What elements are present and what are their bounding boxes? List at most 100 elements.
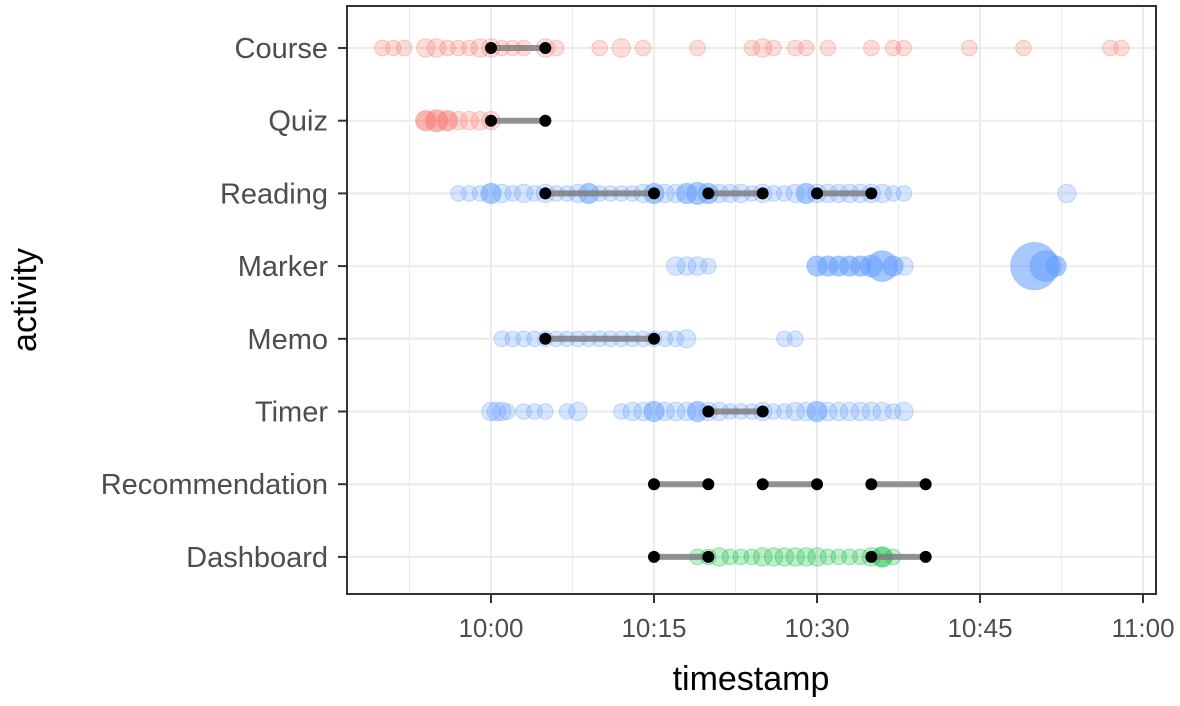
segment-end-dashboard-10	[702, 550, 715, 563]
point-timer-1	[486, 401, 507, 422]
segment-end-recommendation-8	[811, 478, 824, 491]
point-reading-5	[504, 185, 522, 202]
point-reading-1	[460, 185, 478, 202]
point-reading-41	[895, 185, 913, 202]
segment-end-recommendation-7	[702, 478, 715, 491]
point-course-31	[1112, 39, 1130, 57]
y-tick-label-dashboard: Dashboard	[186, 542, 328, 574]
y-axis-title: activity	[6, 248, 44, 352]
point-dashboard-14	[841, 548, 858, 566]
point-timer-2	[492, 401, 512, 422]
point-course-26	[884, 39, 902, 57]
point-timer-3	[499, 403, 516, 420]
point-timer-34	[884, 403, 902, 420]
point-memo-18	[776, 330, 793, 348]
segment-end-dashboard-11	[919, 550, 932, 563]
point-course-20	[752, 38, 773, 58]
point-course-1	[384, 39, 402, 57]
point-course-28	[960, 39, 978, 57]
y-tick-label-memo: Memo	[247, 324, 328, 356]
plot-panel-border	[346, 5, 1157, 595]
point-dashboard-12	[819, 548, 837, 566]
point-memo-17	[676, 329, 697, 349]
session-segments	[485, 42, 932, 563]
point-reading-4	[492, 183, 512, 204]
point-course-16	[611, 38, 632, 58]
segment-start-timer-6	[702, 405, 715, 418]
point-timer-31	[850, 401, 871, 422]
plot-panel	[347, 6, 1156, 594]
segment-start-dashboard-10	[648, 550, 661, 563]
point-timer-5	[526, 403, 543, 420]
point-timer-28	[818, 401, 838, 422]
point-dashboard-5	[743, 548, 761, 566]
segment-start-memo-5	[539, 332, 552, 345]
point-marker-3	[700, 257, 717, 275]
point-course-3	[416, 38, 436, 58]
segment-end-timer-6	[756, 405, 769, 418]
point-memo-2	[515, 330, 532, 348]
point-reading-40	[884, 185, 902, 202]
point-marker-11	[882, 255, 904, 277]
y-tick-label-timer: Timer	[255, 397, 328, 429]
segment-end-quiz-1	[539, 114, 552, 127]
y-tick-label-marker: Marker	[238, 251, 329, 283]
point-dashboard-13	[830, 548, 848, 566]
point-course-23	[797, 39, 815, 57]
point-course-21	[765, 39, 782, 57]
segment-end-memo-5	[648, 332, 661, 345]
point-memo-1	[504, 330, 522, 348]
point-course-6	[450, 39, 467, 57]
y-tick-label-quiz: Quiz	[268, 106, 328, 138]
point-timer-27	[806, 400, 828, 423]
x-axis: 10:00 10:15 10:30 10:45 11:00	[458, 594, 1175, 643]
point-reading-6	[513, 183, 534, 204]
point-course-4	[426, 38, 447, 58]
x-tick-label-0: 10:00	[458, 613, 523, 643]
segment-start-quiz-1	[485, 114, 497, 127]
point-marker-12	[894, 256, 914, 276]
point-timer-12	[643, 400, 665, 423]
point-timer-25	[785, 401, 805, 422]
point-reading-42	[1057, 183, 1077, 204]
y-tick-label-recommendation: Recommendation	[101, 469, 328, 501]
y-tick-label-reading: Reading	[220, 178, 328, 210]
point-course-15	[591, 39, 608, 57]
segment-start-recommendation-8	[756, 478, 769, 491]
segment-start-course-0	[485, 42, 497, 54]
point-course-7	[460, 39, 478, 57]
point-course-2	[395, 39, 413, 57]
point-timer-24	[776, 403, 793, 420]
point-quiz-4	[459, 111, 479, 131]
segment-end-reading-2	[648, 187, 661, 200]
point-course-0	[374, 39, 391, 57]
point-dashboard-11	[807, 547, 827, 567]
segment-start-reading-2	[539, 187, 552, 200]
point-timer-6	[537, 403, 554, 420]
point-marker-1	[676, 256, 697, 276]
point-dashboard-10	[796, 547, 816, 567]
point-timer-30	[839, 401, 860, 422]
point-course-17	[634, 39, 652, 57]
point-dashboard-9	[785, 547, 805, 567]
point-timer-13	[655, 401, 675, 422]
point-reading-30	[776, 185, 793, 202]
point-dashboard-3	[721, 548, 739, 566]
point-timer-0	[481, 401, 501, 422]
segment-start-reading-4	[811, 187, 824, 200]
x-tick-label-3: 10:45	[947, 613, 1012, 643]
point-memo-19	[786, 330, 804, 348]
segment-end-course-0	[539, 42, 552, 54]
point-timer-7	[558, 403, 576, 420]
point-course-29	[1015, 39, 1032, 57]
point-timer-14	[666, 401, 686, 422]
point-timer-9	[613, 403, 630, 420]
x-tick-label-4: 11:00	[1111, 613, 1174, 643]
segment-start-dashboard-11	[865, 550, 878, 563]
point-course-24	[819, 39, 837, 57]
point-course-5	[439, 39, 456, 57]
point-marker-2	[687, 256, 708, 276]
x-axis-title: timestamp	[673, 660, 830, 698]
segment-end-reading-3	[756, 187, 769, 200]
